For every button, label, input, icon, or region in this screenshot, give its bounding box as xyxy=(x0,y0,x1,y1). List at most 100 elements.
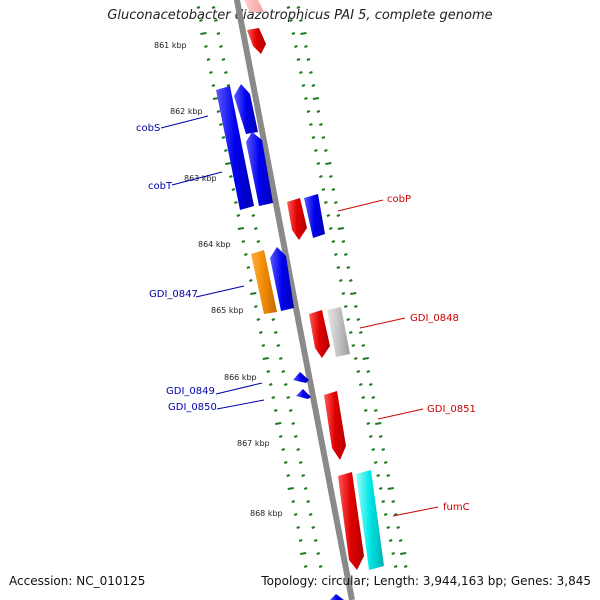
track-tick xyxy=(214,19,218,22)
track-tick xyxy=(308,513,313,516)
track-tick xyxy=(304,45,308,48)
track-tick xyxy=(325,162,332,165)
gene-arrow-GDI_0847[interactable] xyxy=(251,250,277,314)
track-tick xyxy=(356,318,361,321)
track-tick xyxy=(309,71,313,74)
track-tick xyxy=(337,227,345,230)
track-tick xyxy=(219,123,223,126)
gene-arrow-reverse[interactable] xyxy=(304,194,325,238)
track-tick xyxy=(311,526,316,529)
track-tick xyxy=(319,123,323,126)
track-tick xyxy=(291,422,296,425)
track-tick xyxy=(316,162,321,165)
track-tick xyxy=(371,396,376,399)
map-title: Gluconacetobacter diazotrophicus PAI 5, … xyxy=(107,8,493,23)
gene-arrow-partial-bottom[interactable] xyxy=(330,594,344,600)
track-tick xyxy=(199,19,203,22)
track-tick xyxy=(216,110,221,113)
track-tick xyxy=(356,370,361,373)
gene-arrow-cobS[interactable] xyxy=(216,86,254,210)
gene-arrow-fumC[interactable] xyxy=(356,470,384,570)
track-tick xyxy=(329,175,333,178)
track-tick xyxy=(219,45,223,48)
genome-summary: Topology: circular; Length: 3,944,163 bp… xyxy=(261,574,591,588)
track-tick xyxy=(306,500,311,503)
track-tick xyxy=(348,279,353,282)
track-tick xyxy=(311,84,316,87)
track-tick xyxy=(303,565,308,568)
track-tick xyxy=(286,474,291,477)
gene-arrow-forward[interactable] xyxy=(309,310,330,358)
track-tick xyxy=(237,227,245,230)
gene-arrow-GDI_0850[interactable] xyxy=(296,389,311,399)
track-tick xyxy=(319,175,323,178)
track-tick xyxy=(211,6,216,9)
track-tick xyxy=(316,552,320,555)
gene-arrow-partial-top[interactable] xyxy=(244,0,264,12)
gene-arrow-reverse[interactable] xyxy=(270,247,294,311)
track-tick xyxy=(348,331,353,334)
track-tick xyxy=(287,487,294,490)
track-tick xyxy=(353,357,358,360)
track-tick xyxy=(224,71,228,74)
leader-line xyxy=(171,171,223,186)
track-tick xyxy=(324,149,328,152)
track-tick xyxy=(266,370,271,373)
gene-arrow-cobT[interactable] xyxy=(246,132,273,206)
kbp-label: 862 kbp xyxy=(170,107,203,116)
track-tick xyxy=(300,32,307,35)
track-tick xyxy=(278,435,283,438)
track-tick xyxy=(391,500,396,503)
gene-arrow-cobP[interactable] xyxy=(287,198,307,240)
kbp-label: 861 kbp xyxy=(154,41,187,50)
gene-arrow-forward[interactable] xyxy=(338,472,364,570)
track-tick xyxy=(226,84,231,87)
kbp-label: 866 kbp xyxy=(224,373,257,382)
genome-backbone xyxy=(233,0,355,600)
track-tick xyxy=(293,435,298,438)
track-tick xyxy=(291,32,296,35)
leader-line xyxy=(337,199,384,212)
track-tick xyxy=(256,318,261,321)
track-tick xyxy=(221,58,226,61)
track-tick xyxy=(398,539,403,542)
track-tick xyxy=(331,188,336,191)
gene-arrow-reverse[interactable] xyxy=(234,84,258,134)
track-tick xyxy=(366,422,371,425)
track-tick xyxy=(391,552,395,555)
track-tick xyxy=(378,435,383,438)
track-tick xyxy=(296,526,301,529)
track-tick xyxy=(241,240,246,243)
track-tick xyxy=(344,253,348,256)
leader-line xyxy=(216,399,265,410)
kbp-scale: 861 kbp 862 kbp 863 kbp 864 kbp 865 kbp … xyxy=(154,41,283,518)
track-tick xyxy=(386,526,391,529)
track-tick xyxy=(253,305,258,308)
track-tick xyxy=(261,344,266,347)
track-tick xyxy=(353,305,358,308)
track-tick xyxy=(358,383,363,386)
track-tick xyxy=(216,32,221,35)
track-tick xyxy=(368,383,373,386)
gene-arrow-GDI_0851[interactable] xyxy=(324,391,346,460)
track-tick xyxy=(341,292,346,295)
gene-arrow-GDI_0849[interactable] xyxy=(293,372,309,383)
track-tick xyxy=(231,188,236,191)
track-tick xyxy=(229,175,233,178)
track-tick xyxy=(296,448,301,451)
track-tick xyxy=(221,136,226,139)
track-tick xyxy=(200,32,207,35)
gene-arrow-GDI_0848[interactable] xyxy=(327,307,350,357)
track-tick xyxy=(329,227,333,230)
track-tick xyxy=(334,253,338,256)
leader-line xyxy=(195,285,245,298)
gene-arrow-forward[interactable] xyxy=(247,28,266,54)
track-tick xyxy=(362,357,369,360)
track-tick xyxy=(276,344,281,347)
track-tick xyxy=(318,565,323,568)
track-tick xyxy=(324,201,328,204)
track-tick xyxy=(336,214,341,217)
track-tick xyxy=(338,279,343,282)
track-tick xyxy=(296,6,301,9)
track-tick xyxy=(378,487,383,490)
